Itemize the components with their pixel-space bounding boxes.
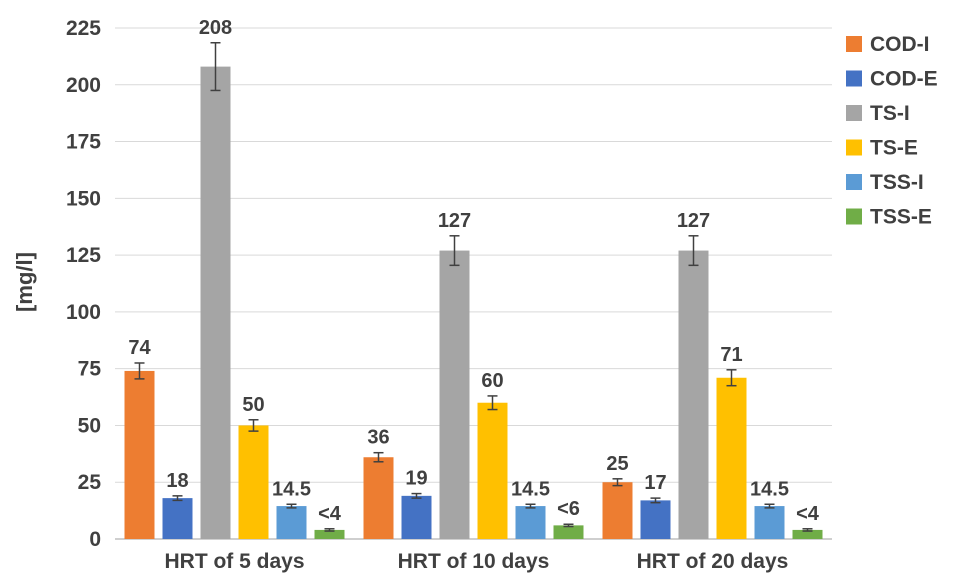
bar: [678, 250, 709, 539]
legend-label: COD-E: [870, 68, 938, 91]
data-label: 14.5: [272, 478, 311, 500]
legend-label: COD-I: [870, 33, 930, 56]
y-tick-label: 25: [78, 471, 102, 494]
bar: [553, 525, 584, 539]
legend-swatch: [846, 70, 862, 87]
bar: [792, 529, 823, 539]
bar: [276, 506, 307, 539]
y-tick-label: 0: [89, 528, 101, 551]
legend-label: TS-E: [870, 137, 918, 160]
y-axis-label: [mg/l]: [12, 252, 37, 312]
y-tick-label: 150: [66, 187, 101, 210]
bar: [640, 500, 671, 539]
bar: [515, 506, 546, 539]
bar: [401, 495, 432, 539]
y-tick-label: 100: [66, 301, 101, 324]
data-label: <4: [796, 503, 820, 525]
bar: [439, 250, 470, 539]
x-axis-categories: HRT of 5 days HRT of 10 days HRT of 20 day…: [164, 550, 788, 573]
data-label: 60: [481, 370, 503, 392]
data-label: 127: [438, 210, 471, 232]
bar: [477, 402, 508, 539]
bar: [314, 529, 345, 539]
data-label: 208: [199, 17, 232, 39]
x-category-label: HRT of 10 days: [398, 550, 550, 573]
legend-swatch: [846, 105, 862, 121]
y-tick-label: 225: [66, 17, 101, 40]
data-label: 36: [367, 427, 389, 449]
legend-swatch: [846, 208, 862, 225]
bar: [162, 498, 193, 539]
legend-swatch: [846, 174, 862, 190]
bar: [754, 506, 785, 539]
legend-label: TSS-E: [870, 206, 932, 229]
data-label: 19: [405, 468, 427, 490]
data-label: 14.5: [750, 478, 789, 500]
y-tick-label: 50: [78, 414, 101, 437]
legend-label: TSS-I: [870, 171, 924, 194]
y-axis-ticks: 0 25 50 75 100 125 150 175 200 225: [66, 17, 101, 551]
data-label: 127: [677, 210, 710, 232]
y-tick-label: 175: [66, 131, 101, 154]
data-label: 74: [128, 337, 151, 359]
bar: [602, 482, 633, 539]
data-label: 50: [242, 394, 264, 416]
bar: [716, 377, 747, 539]
data-labels: 74 18 208 50 14.5 <4 36 19 127 60 14.5 <6 25 17 127 71 1…: [128, 17, 819, 525]
gridlines: [115, 27, 832, 540]
legend-swatch: [846, 139, 862, 156]
data-label: 17: [644, 472, 666, 494]
data-label: <4: [318, 503, 342, 525]
bar: [124, 370, 155, 539]
data-label: 18: [166, 470, 188, 492]
data-label: 25: [606, 453, 628, 475]
y-tick-label: 200: [66, 74, 101, 97]
y-tick-label: 75: [78, 358, 102, 381]
bar: [363, 457, 394, 539]
x-category-label: HRT of 5 days: [164, 550, 304, 573]
bar: [200, 66, 231, 539]
legend-label: TS-I: [870, 102, 910, 125]
data-label: 71: [720, 344, 742, 366]
x-category-label: HRT of 20 days: [637, 550, 789, 573]
data-label: 14.5: [511, 478, 550, 500]
legend: COD-I COD-E TS-I TS-E TSS-I TSS-E: [846, 33, 938, 229]
legend-swatch: [846, 36, 862, 52]
data-label: <6: [557, 498, 580, 520]
bar: [238, 425, 269, 539]
y-tick-label: 125: [66, 244, 101, 267]
bars: [124, 42, 823, 539]
